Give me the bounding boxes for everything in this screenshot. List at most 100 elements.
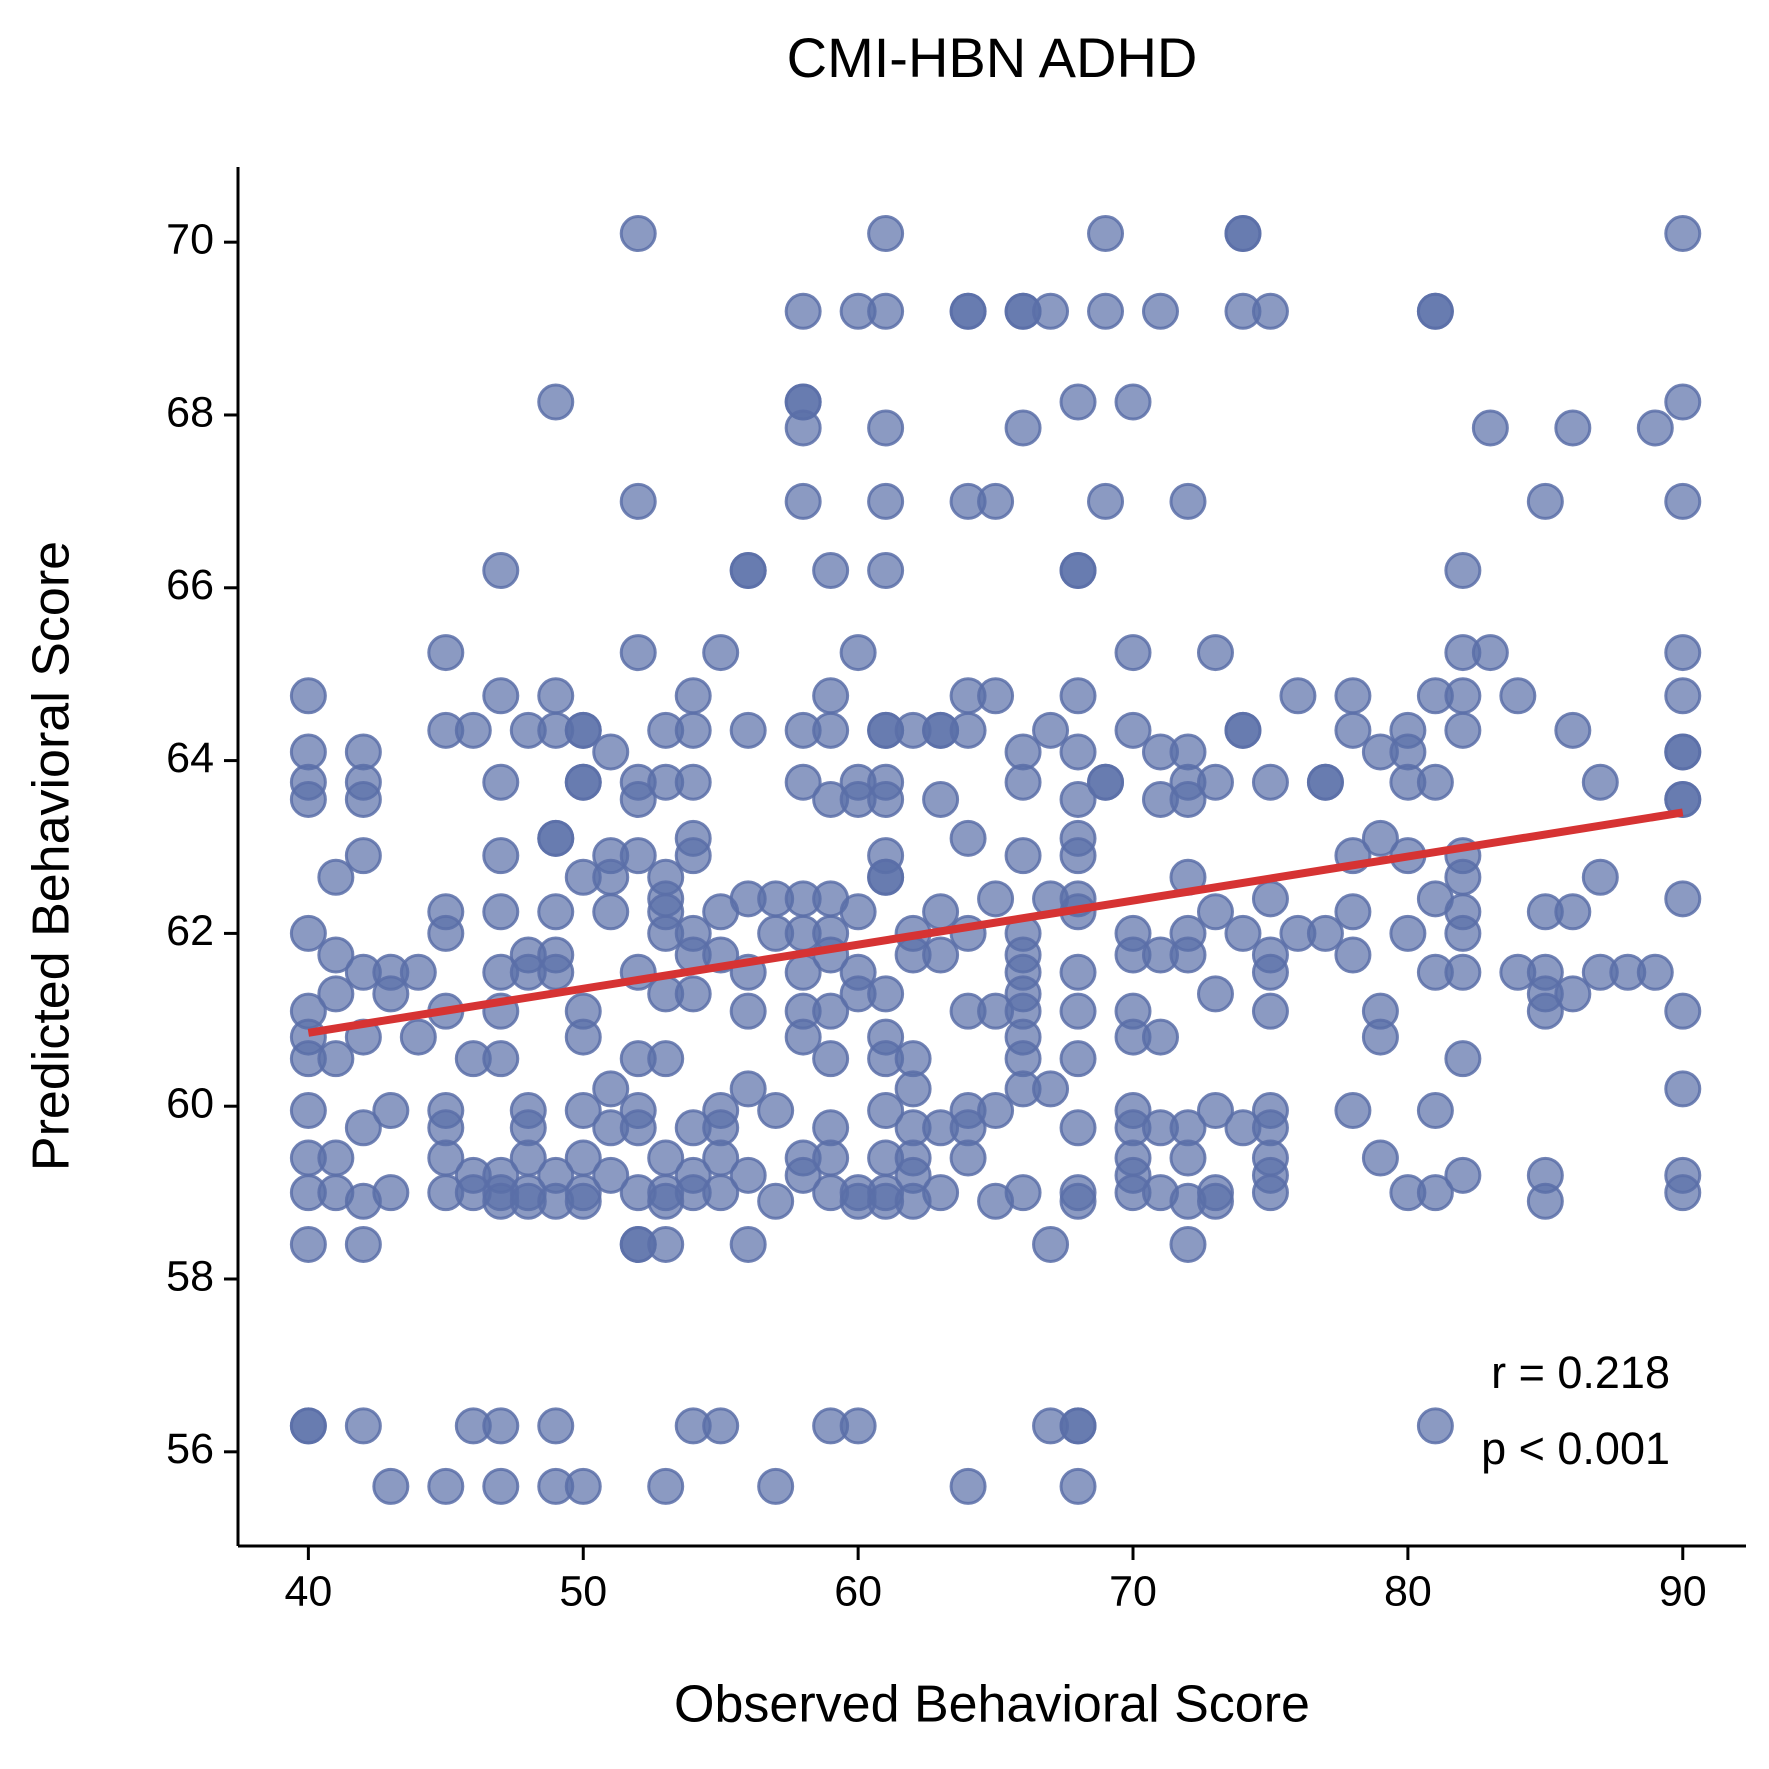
- point: [1664, 482, 1702, 520]
- point: [1444, 552, 1482, 590]
- point: [702, 634, 740, 672]
- point: [1142, 1018, 1180, 1056]
- y-tick-label: 64: [166, 734, 214, 782]
- point: [344, 780, 382, 818]
- point: [1114, 634, 1152, 672]
- point: [317, 936, 355, 974]
- point: [1664, 634, 1702, 672]
- point: [427, 634, 465, 672]
- y-tick-label: 60: [166, 1080, 214, 1128]
- point: [812, 711, 850, 749]
- point: [317, 1040, 355, 1078]
- point: [1334, 936, 1372, 974]
- point: [1554, 893, 1592, 931]
- point: [977, 1182, 1015, 1220]
- point: [674, 975, 712, 1013]
- point: [1224, 914, 1262, 952]
- point: [867, 1092, 905, 1130]
- point: [1196, 634, 1234, 672]
- point: [729, 1225, 767, 1263]
- point: [344, 1182, 382, 1220]
- point: [1169, 780, 1207, 818]
- point: [1636, 953, 1674, 991]
- point: [1444, 953, 1482, 991]
- point: [482, 837, 520, 875]
- point: [619, 1109, 657, 1147]
- point: [482, 1467, 520, 1505]
- point: [1581, 763, 1619, 801]
- point: [1087, 292, 1125, 330]
- point: [729, 711, 767, 749]
- point: [867, 292, 905, 330]
- point: [317, 975, 355, 1013]
- point: [1059, 1407, 1097, 1445]
- annotation: r = 0.218: [1491, 1347, 1670, 1398]
- point: [1554, 975, 1592, 1013]
- point: [784, 953, 822, 991]
- point: [1196, 893, 1234, 931]
- point: [427, 1467, 465, 1505]
- x-tick-label: 70: [1109, 1567, 1157, 1615]
- point: [1059, 780, 1097, 818]
- point: [592, 858, 630, 896]
- point: [1416, 1407, 1454, 1445]
- point: [784, 1018, 822, 1056]
- point: [1032, 292, 1070, 330]
- point: [674, 711, 712, 749]
- point: [564, 1467, 602, 1505]
- point: [977, 1092, 1015, 1130]
- point: [317, 1139, 355, 1177]
- y-tick-label: 62: [166, 907, 214, 955]
- point: [1361, 1139, 1399, 1177]
- point: [702, 1174, 740, 1212]
- point: [1389, 914, 1427, 952]
- point: [537, 1407, 575, 1445]
- y-axis-label: Predicted Behavioral Score: [23, 541, 81, 1171]
- point: [1196, 1182, 1234, 1220]
- point: [399, 953, 437, 991]
- point: [1554, 711, 1592, 749]
- point: [1032, 1070, 1070, 1108]
- point: [1334, 677, 1372, 715]
- point: [812, 552, 850, 590]
- point: [564, 1092, 602, 1130]
- point: [1059, 837, 1097, 875]
- point: [839, 893, 877, 931]
- point: [729, 1070, 767, 1108]
- point: [619, 780, 657, 818]
- point: [1306, 763, 1344, 801]
- point: [1334, 711, 1372, 749]
- x-tick-label: 90: [1659, 1567, 1707, 1615]
- point: [1059, 992, 1097, 1030]
- point: [867, 215, 905, 253]
- point: [867, 409, 905, 447]
- point: [564, 763, 602, 801]
- point: [1334, 1092, 1372, 1130]
- point: [1251, 953, 1289, 991]
- point: [1251, 880, 1289, 918]
- point: [1444, 677, 1482, 715]
- point: [564, 1018, 602, 1056]
- point: [1279, 677, 1317, 715]
- point: [1059, 1109, 1097, 1147]
- point: [867, 780, 905, 818]
- point: [1664, 677, 1702, 715]
- point: [1664, 215, 1702, 253]
- point: [289, 1225, 327, 1263]
- y-tick-label: 66: [166, 561, 214, 609]
- point: [1664, 1070, 1702, 1108]
- point: [949, 1467, 987, 1505]
- point: [1169, 936, 1207, 974]
- point: [1471, 634, 1509, 672]
- point: [784, 763, 822, 801]
- point: [289, 677, 327, 715]
- chart-title: CMI-HBN ADHD: [787, 26, 1198, 89]
- point: [1196, 1092, 1234, 1130]
- point: [1361, 1018, 1399, 1056]
- point: [317, 858, 355, 896]
- point: [1416, 292, 1454, 330]
- point: [1169, 482, 1207, 520]
- point: [344, 837, 382, 875]
- point: [619, 634, 657, 672]
- point: [949, 819, 987, 857]
